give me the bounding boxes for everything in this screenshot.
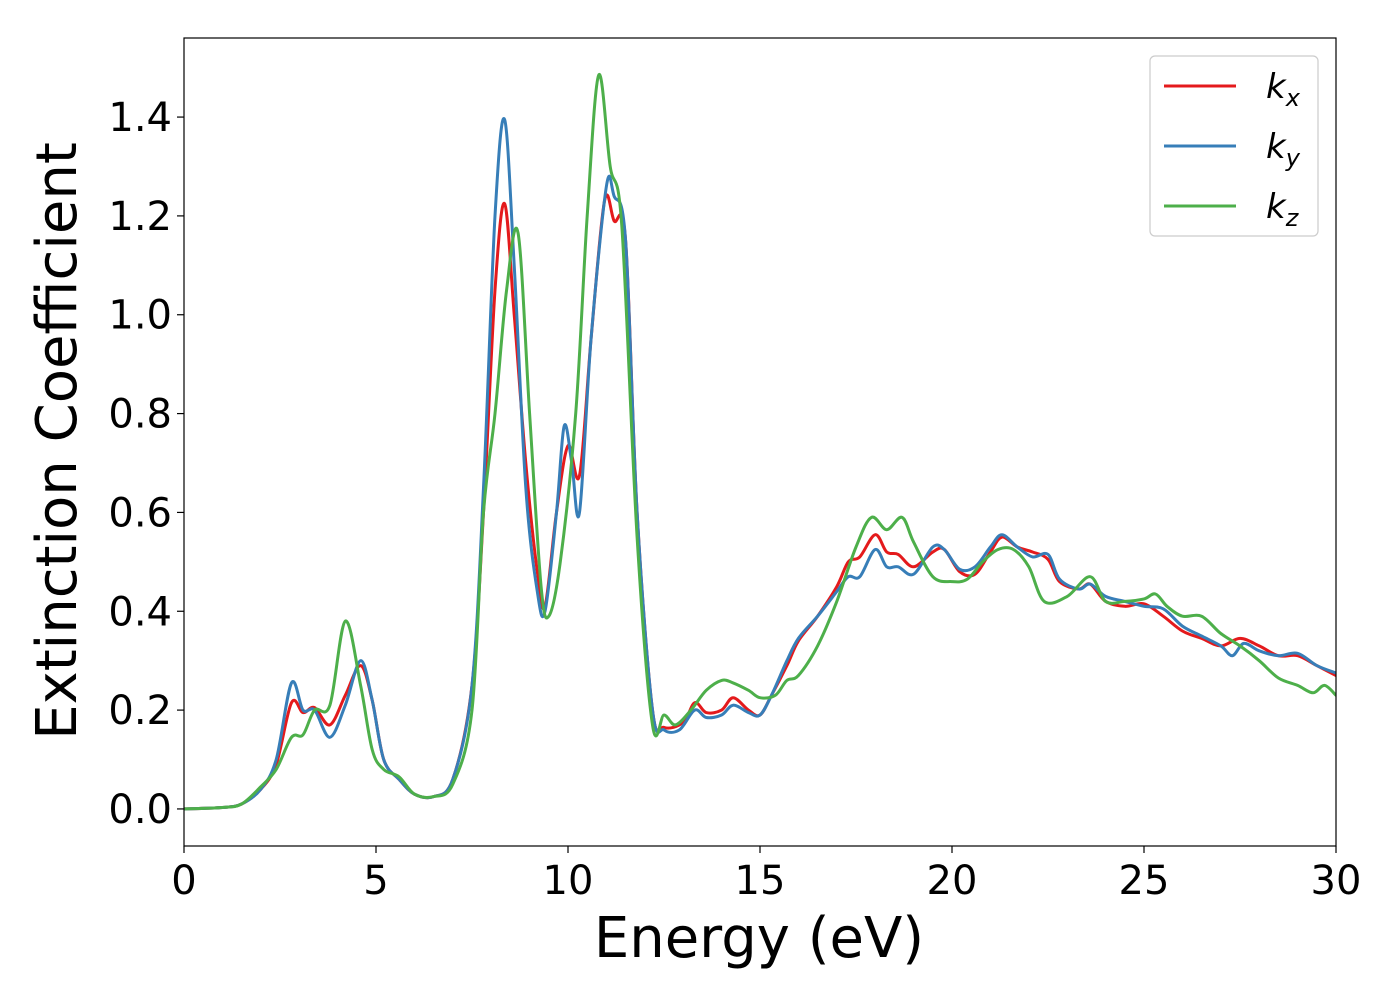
x-tick-label: 10 <box>543 858 594 904</box>
x-tick-label: 20 <box>927 858 978 904</box>
y-tick-label: 0.8 <box>108 392 172 438</box>
y-tick-label: 0.6 <box>108 490 172 536</box>
y-tick-label: 0.0 <box>108 787 172 833</box>
y-tick-label: 1.0 <box>108 293 172 339</box>
x-tick-label: 15 <box>735 858 786 904</box>
series-lines <box>184 73 1336 811</box>
y-tick-label: 0.2 <box>108 688 172 734</box>
axis-ticks: 0 5 10 15 20 25 30 0.0 0.2 0.4 0.6 0.8 1.0 1.2 1.4 <box>108 95 1361 904</box>
y-tick-label: 1.4 <box>108 95 172 141</box>
y-tick-label: 1.2 <box>108 194 172 240</box>
x-tick-label: 30 <box>1311 858 1362 904</box>
x-tick-label: 5 <box>363 858 388 904</box>
x-tick-label: 25 <box>1119 858 1170 904</box>
series-line-kz <box>184 73 1336 811</box>
y-axis-label: Extinction Coefficient <box>25 142 90 740</box>
x-axis-label: Energy (eV) <box>594 906 924 971</box>
x-tick-label: 0 <box>171 858 196 904</box>
y-tick-label: 0.4 <box>108 589 172 635</box>
